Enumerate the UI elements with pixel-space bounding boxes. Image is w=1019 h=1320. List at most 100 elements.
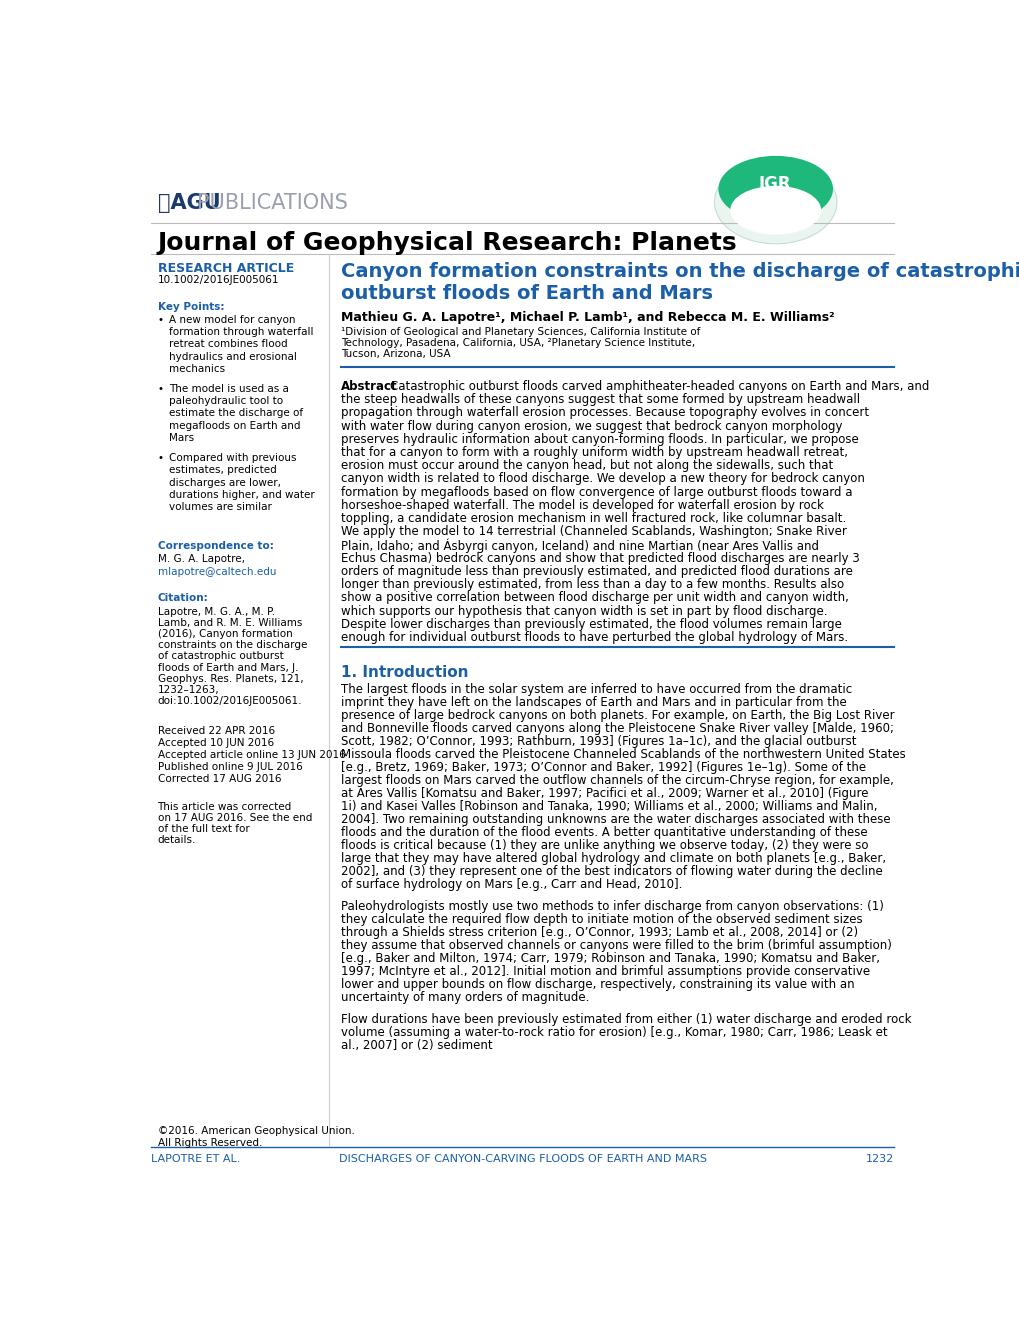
- Text: of the full text for: of the full text for: [157, 824, 249, 834]
- Text: orders of magnitude less than previously estimated, and predicted flood duration: orders of magnitude less than previously…: [340, 565, 852, 578]
- Text: The largest floods in the solar system are inferred to have occurred from the dr: The largest floods in the solar system a…: [340, 682, 851, 696]
- Text: Received 22 APR 2016: Received 22 APR 2016: [157, 726, 274, 735]
- Text: floods of Earth and Mars, J.: floods of Earth and Mars, J.: [157, 663, 298, 672]
- Text: A new model for canyon: A new model for canyon: [169, 315, 296, 325]
- Text: show a positive correlation between flood discharge per unit width and canyon wi: show a positive correlation between floo…: [340, 591, 848, 605]
- Text: Citation:: Citation:: [157, 594, 208, 603]
- Ellipse shape: [717, 156, 833, 222]
- Text: 1. Introduction: 1. Introduction: [340, 664, 468, 680]
- Text: RESEARCH ARTICLE: RESEARCH ARTICLE: [157, 263, 293, 275]
- Text: Abstract: Abstract: [340, 380, 397, 393]
- Text: 10.1002/2016JE005061: 10.1002/2016JE005061: [157, 276, 279, 285]
- Text: formation through waterfall: formation through waterfall: [169, 327, 314, 337]
- Text: enough for individual outburst floods to have perturbed the global hydrology of : enough for individual outburst floods to…: [340, 631, 847, 644]
- Text: mechanics: mechanics: [169, 364, 225, 374]
- Text: megafloods on Earth and: megafloods on Earth and: [169, 421, 301, 430]
- Text: floods is critical because (1) they are unlike anything we observe today, (2) th: floods is critical because (1) they are …: [340, 840, 867, 851]
- Text: at Ares Vallis [Komatsu and Baker, 1997; Pacifici et al., 2009; Warner et al., 2: at Ares Vallis [Komatsu and Baker, 1997;…: [340, 787, 867, 800]
- Text: details.: details.: [157, 836, 196, 845]
- Text: Published online 9 JUL 2016: Published online 9 JUL 2016: [157, 762, 302, 772]
- Text: Technology, Pasadena, California, USA, ²Planetary Science Institute,: Technology, Pasadena, California, USA, ²…: [340, 338, 694, 348]
- Text: 2004]. Two remaining outstanding unknowns are the water discharges associated wi: 2004]. Two remaining outstanding unknown…: [340, 813, 890, 826]
- Text: Journal of Geophysical Research: Planets: Journal of Geophysical Research: Planets: [157, 231, 737, 255]
- Text: 1997; McIntyre et al., 2012]. Initial motion and brimful assumptions provide con: 1997; McIntyre et al., 2012]. Initial mo…: [340, 965, 869, 978]
- Text: which supports our hypothesis that canyon width is set in part by flood discharg: which supports our hypothesis that canyo…: [340, 605, 826, 618]
- Text: volume (assuming a water-to-rock ratio for erosion) [e.g., Komar, 1980; Carr, 19: volume (assuming a water-to-rock ratio f…: [340, 1027, 887, 1039]
- Text: Canyon formation constraints on the discharge of catastrophic: Canyon formation constraints on the disc…: [340, 263, 1019, 281]
- Text: horseshoe-shaped waterfall. The model is developed for waterfall erosion by rock: horseshoe-shaped waterfall. The model is…: [340, 499, 823, 512]
- Text: preserves hydraulic information about canyon-forming floods. In particular, we p: preserves hydraulic information about ca…: [340, 433, 858, 446]
- Text: The model is used as a: The model is used as a: [169, 384, 289, 395]
- Text: doi:10.1002/2016JE005061.: doi:10.1002/2016JE005061.: [157, 696, 302, 706]
- Text: largest floods on Mars carved the outflow channels of the circum-Chryse region, : largest floods on Mars carved the outflo…: [340, 774, 893, 787]
- Text: al., 2007] or (2) sediment: al., 2007] or (2) sediment: [340, 1039, 492, 1052]
- Text: hydraulics and erosional: hydraulics and erosional: [169, 351, 297, 362]
- Text: longer than previously estimated, from less than a day to a few months. Results : longer than previously estimated, from l…: [340, 578, 844, 591]
- Text: Lamb, and R. M. E. Williams: Lamb, and R. M. E. Williams: [157, 618, 302, 628]
- Text: Accepted 10 JUN 2016: Accepted 10 JUN 2016: [157, 738, 273, 747]
- Text: Flow durations have been previously estimated from either (1) water discharge an: Flow durations have been previously esti…: [340, 1014, 911, 1027]
- Text: [e.g., Baker and Milton, 1974; Carr, 1979; Robinson and Tanaka, 1990; Komatsu an: [e.g., Baker and Milton, 1974; Carr, 197…: [340, 952, 879, 965]
- Text: Correspondence to:: Correspondence to:: [157, 541, 273, 550]
- Text: they calculate the required flow depth to initiate motion of the observed sedime: they calculate the required flow depth t…: [340, 913, 862, 927]
- Text: paleohydraulic tool to: paleohydraulic tool to: [169, 396, 283, 407]
- Text: We apply the model to 14 terrestrial (Channeled Scablands, Washington; Snake Riv: We apply the model to 14 terrestrial (Ch…: [340, 525, 846, 539]
- Text: JGR: JGR: [759, 174, 791, 193]
- Text: Missoula floods carved the Pleistocene Channeled Scablands of the northwestern U: Missoula floods carved the Pleistocene C…: [340, 748, 905, 760]
- Text: PUBLICATIONS: PUBLICATIONS: [197, 193, 347, 213]
- Text: Tucson, Arizona, USA: Tucson, Arizona, USA: [340, 350, 450, 359]
- Text: Despite lower discharges than previously estimated, the flood volumes remain lar: Despite lower discharges than previously…: [340, 618, 841, 631]
- Text: they assume that observed channels or canyons were filled to the brim (brimful a: they assume that observed channels or ca…: [340, 940, 891, 952]
- Text: Catastrophic outburst floods carved amphitheater-headed canyons on Earth and Mar: Catastrophic outburst floods carved amph…: [389, 380, 928, 393]
- Text: discharges are lower,: discharges are lower,: [169, 478, 281, 487]
- Text: Compared with previous: Compared with previous: [169, 453, 297, 463]
- Text: toppling, a candidate erosion mechanism in well fractured rock, like columnar ba: toppling, a candidate erosion mechanism …: [340, 512, 846, 525]
- Text: 1232: 1232: [865, 1155, 894, 1164]
- Text: Corrected 17 AUG 2016: Corrected 17 AUG 2016: [157, 775, 281, 784]
- Text: DISCHARGES OF CANYON-CARVING FLOODS OF EARTH AND MARS: DISCHARGES OF CANYON-CARVING FLOODS OF E…: [338, 1155, 706, 1164]
- Text: 2002], and (3) they represent one of the best indicators of flowing water during: 2002], and (3) they represent one of the…: [340, 865, 881, 878]
- Text: (2016), Canyon formation: (2016), Canyon formation: [157, 630, 292, 639]
- Text: formation by megafloods based on flow convergence of large outburst floods towar: formation by megafloods based on flow co…: [340, 486, 852, 499]
- Text: •: •: [157, 384, 163, 395]
- Text: Plain, Idaho; and Ásbyrgi canyon, Iceland) and nine Martian (near Ares Vallis an: Plain, Idaho; and Ásbyrgi canyon, Icelan…: [340, 539, 818, 553]
- Text: LAPOTRE ET AL.: LAPOTRE ET AL.: [151, 1155, 240, 1164]
- Ellipse shape: [730, 186, 820, 235]
- Text: durations higher, and water: durations higher, and water: [169, 490, 315, 500]
- Text: Echus Chasma) bedrock canyons and show that predicted flood discharges are nearl: Echus Chasma) bedrock canyons and show t…: [340, 552, 859, 565]
- Text: Accepted article online 13 JUN 2016: Accepted article online 13 JUN 2016: [157, 750, 345, 760]
- Text: retreat combines flood: retreat combines flood: [169, 339, 287, 350]
- Text: This article was corrected: This article was corrected: [157, 801, 291, 812]
- Text: [e.g., Bretz, 1969; Baker, 1973; O’Connor and Baker, 1992] (Figures 1e–1g). Some: [e.g., Bretz, 1969; Baker, 1973; O’Conno…: [340, 760, 865, 774]
- Text: constraints on the discharge: constraints on the discharge: [157, 640, 307, 651]
- Text: •: •: [157, 453, 163, 463]
- Text: uncertainty of many orders of magnitude.: uncertainty of many orders of magnitude.: [340, 991, 589, 1005]
- Text: erosion must occur around the canyon head, but not along the sidewalls, such tha: erosion must occur around the canyon hea…: [340, 459, 833, 473]
- Text: large that they may have altered global hydrology and climate on both planets [e: large that they may have altered global …: [340, 851, 886, 865]
- Text: and Bonneville floods carved canyons along the Pleistocene Snake River valley [M: and Bonneville floods carved canyons alo…: [340, 722, 893, 735]
- Text: mlapotre@caltech.edu: mlapotre@caltech.edu: [157, 568, 276, 577]
- Text: propagation through waterfall erosion processes. Because topography evolves in c: propagation through waterfall erosion pr…: [340, 407, 868, 420]
- Text: through a Shields stress criterion [e.g., O’Connor, 1993; Lamb et al., 2008, 201: through a Shields stress criterion [e.g.…: [340, 927, 857, 940]
- Text: Paleohydrologists mostly use two methods to infer discharge from canyon observat: Paleohydrologists mostly use two methods…: [340, 900, 882, 913]
- Text: that for a canyon to form with a roughly uniform width by upstream headwall retr: that for a canyon to form with a roughly…: [340, 446, 847, 459]
- Text: floods and the duration of the flood events. A better quantitative understanding: floods and the duration of the flood eve…: [340, 826, 867, 840]
- Text: outburst floods of Earth and Mars: outburst floods of Earth and Mars: [340, 284, 712, 304]
- Text: Scott, 1982; O’Connor, 1993; Rathburn, 1993] (Figures 1a–1c), and the glacial ou: Scott, 1982; O’Connor, 1993; Rathburn, 1…: [340, 735, 856, 748]
- Text: estimates, predicted: estimates, predicted: [169, 466, 277, 475]
- Text: •: •: [157, 315, 163, 325]
- Text: presence of large bedrock canyons on both planets. For example, on Earth, the Bi: presence of large bedrock canyons on bot…: [340, 709, 894, 722]
- Text: ⓂAGU: ⓂAGU: [157, 193, 220, 213]
- Text: Mars: Mars: [169, 433, 195, 442]
- Ellipse shape: [713, 161, 837, 244]
- Text: the steep headwalls of these canyons suggest that some formed by upstream headwa: the steep headwalls of these canyons sug…: [340, 393, 859, 407]
- Text: imprint they have left on the landscapes of Earth and Mars and in particular fro: imprint they have left on the landscapes…: [340, 696, 846, 709]
- Text: estimate the discharge of: estimate the discharge of: [169, 408, 304, 418]
- Text: Mathieu G. A. Lapotre¹, Michael P. Lamb¹, and Rebecca M. E. Williams²: Mathieu G. A. Lapotre¹, Michael P. Lamb¹…: [340, 312, 834, 323]
- Text: Key Points:: Key Points:: [157, 302, 224, 312]
- Text: Lapotre, M. G. A., M. P.: Lapotre, M. G. A., M. P.: [157, 607, 274, 616]
- Text: volumes are similar: volumes are similar: [169, 502, 272, 512]
- Text: M. G. A. Lapotre,: M. G. A. Lapotre,: [157, 554, 245, 564]
- Text: on 17 AUG 2016. See the end: on 17 AUG 2016. See the end: [157, 813, 312, 822]
- Text: canyon width is related to flood discharge. We develop a new theory for bedrock : canyon width is related to flood dischar…: [340, 473, 864, 486]
